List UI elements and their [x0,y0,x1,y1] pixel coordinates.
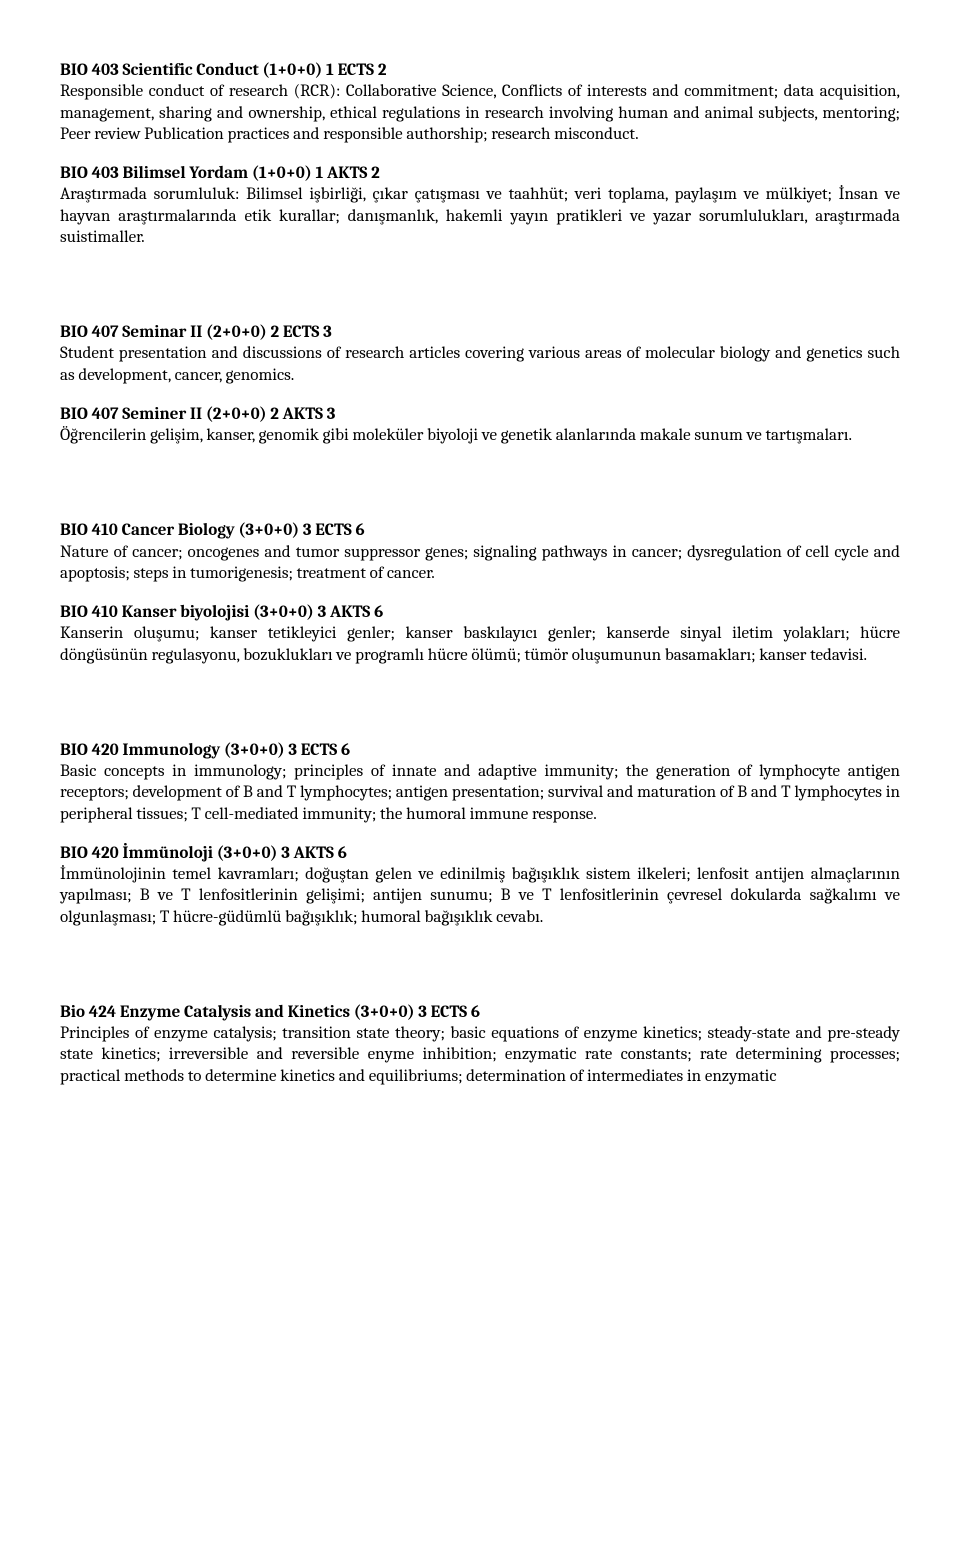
section-gap [60,946,900,1002]
course-block: BIO 410 Kanser biyolojisi (3+0+0) 3 AKTS… [60,602,900,666]
course-title: BIO 403 Scientific Conduct (1+0+0) 1 ECT… [60,60,900,81]
course-body: Nature of cancer; oncogenes and tumor su… [60,542,900,585]
course-block: Bio 424 Enzyme Catalysis and Kinetics (3… [60,1002,900,1087]
course-body: İmmünolojinin temel kavramları; doğuştan… [60,864,900,928]
course-title: BIO 407 Seminar II (2+0+0) 2 ECTS 3 [60,322,900,343]
course-block: BIO 403 Bilimsel Yordam (1+0+0) 1 AKTS 2… [60,163,900,248]
section-gap [60,266,900,322]
document-content: BIO 403 Scientific Conduct (1+0+0) 1 ECT… [60,60,900,1087]
course-block: BIO 407 Seminar II (2+0+0) 2 ECTS 3Stude… [60,322,900,386]
course-block: BIO 407 Seminer II (2+0+0) 2 AKTS 3Öğren… [60,404,900,447]
course-title: BIO 410 Cancer Biology (3+0+0) 3 ECTS 6 [60,520,900,541]
course-body: Student presentation and discussions of … [60,343,900,386]
course-title: BIO 420 İmmünoloji (3+0+0) 3 AKTS 6 [60,843,900,864]
course-title: BIO 420 Immunology (3+0+0) 3 ECTS 6 [60,740,900,761]
course-block: BIO 420 İmmünoloji (3+0+0) 3 AKTS 6İmmün… [60,843,900,928]
course-body: Öğrencilerin gelişim, kanser, genomik gi… [60,425,900,446]
course-title: BIO 407 Seminer II (2+0+0) 2 AKTS 3 [60,404,900,425]
course-block: BIO 403 Scientific Conduct (1+0+0) 1 ECT… [60,60,900,145]
course-body: Principles of enzyme catalysis; transiti… [60,1023,900,1087]
course-block: BIO 420 Immunology (3+0+0) 3 ECTS 6Basic… [60,740,900,825]
course-title: Bio 424 Enzyme Catalysis and Kinetics (3… [60,1002,900,1023]
course-title: BIO 403 Bilimsel Yordam (1+0+0) 1 AKTS 2 [60,163,900,184]
section-gap [60,684,900,740]
course-title: BIO 410 Kanser biyolojisi (3+0+0) 3 AKTS… [60,602,900,623]
course-body: Responsible conduct of research (RCR): C… [60,81,900,145]
section-gap [60,464,900,520]
course-body: Basic concepts in immunology; principles… [60,761,900,825]
course-block: BIO 410 Cancer Biology (3+0+0) 3 ECTS 6N… [60,520,900,584]
course-body: Kanserin oluşumu; kanser tetikleyici gen… [60,623,900,666]
course-body: Araştırmada sorumluluk: Bilimsel işbirli… [60,184,900,248]
